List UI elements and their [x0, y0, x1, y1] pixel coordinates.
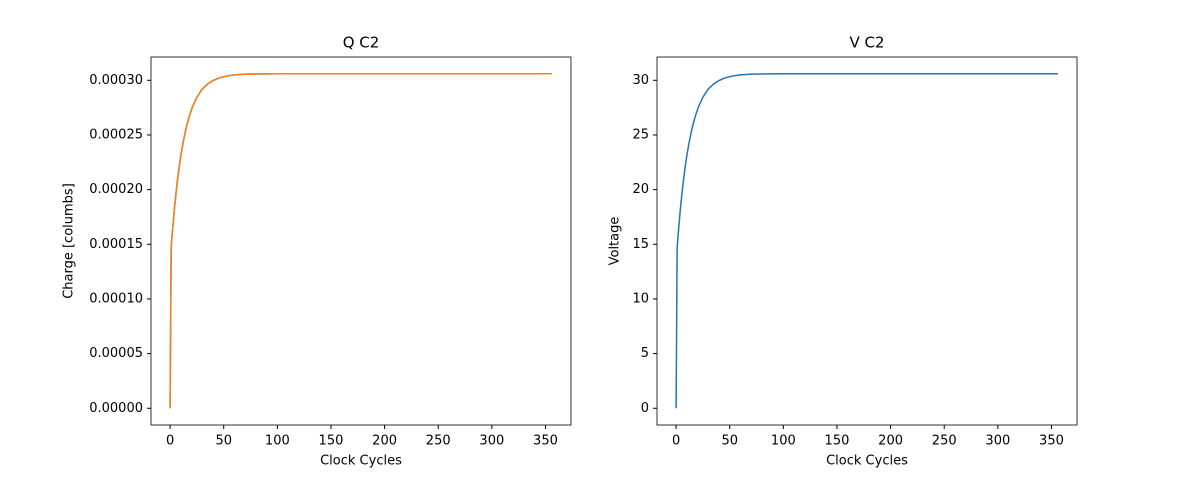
x-tick-label: 150 — [825, 434, 850, 449]
data-line — [169, 72, 552, 409]
y-tick-label: 0.00015 — [89, 237, 143, 252]
y-tick-label: 0 — [641, 401, 649, 416]
y-tick-label: 0.00025 — [89, 127, 143, 142]
x-tick-label: 150 — [319, 434, 344, 449]
y-tick-label: 0.00030 — [89, 73, 143, 88]
x-tick-label: 50 — [721, 434, 738, 449]
x-axis-label: Clock Cycles — [826, 454, 908, 469]
y-tick-label: 5 — [641, 346, 649, 361]
x-tick-label: 200 — [878, 434, 903, 449]
y-tick-label: 20 — [632, 182, 649, 197]
y-tick-label: 0.00010 — [89, 291, 143, 306]
chart-title: V C2 — [849, 34, 884, 52]
data-line — [675, 72, 1058, 409]
x-tick-label: 50 — [215, 434, 232, 449]
x-axis-label: Clock Cycles — [320, 454, 402, 469]
y-tick-label: 0.00000 — [89, 401, 143, 416]
y-tick-label: 0.00005 — [89, 346, 143, 361]
x-tick-label: 300 — [479, 434, 504, 449]
axes-frame — [656, 56, 1078, 426]
x-tick-label: 100 — [771, 434, 796, 449]
chart-title: Q C2 — [343, 34, 380, 52]
x-tick-label: 250 — [932, 434, 957, 449]
y-tick-label: 10 — [632, 291, 649, 306]
x-tick-label: 350 — [533, 434, 558, 449]
y-axis-label: Voltage — [608, 217, 623, 266]
x-tick-label: 100 — [265, 434, 290, 449]
y-tick-label: 25 — [632, 127, 649, 142]
y-tick-label: 15 — [632, 237, 649, 252]
y-tick-label: 0.00020 — [89, 182, 143, 197]
x-tick-label: 0 — [166, 434, 174, 449]
x-tick-label: 0 — [672, 434, 680, 449]
y-axis-label: Charge [columbs] — [62, 183, 77, 299]
x-tick-label: 300 — [985, 434, 1010, 449]
x-tick-label: 350 — [1039, 434, 1064, 449]
axes-frame — [150, 56, 572, 426]
x-tick-label: 200 — [372, 434, 397, 449]
y-tick-label: 30 — [632, 73, 649, 88]
x-tick-label: 250 — [426, 434, 451, 449]
data-line — [169, 72, 552, 409]
